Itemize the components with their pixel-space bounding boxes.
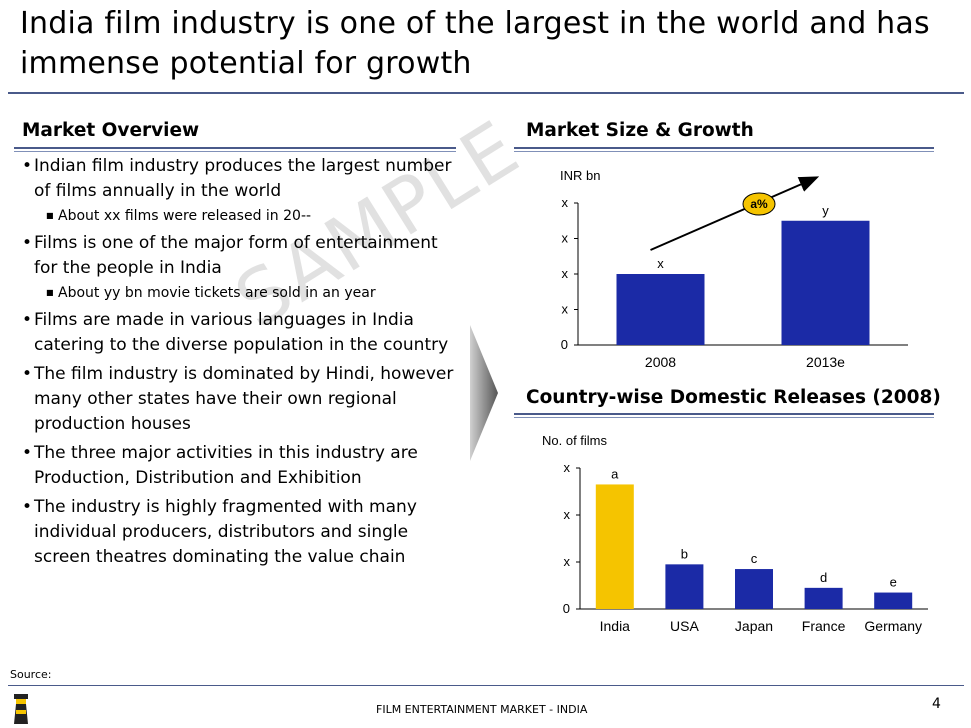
market-overview-rule bbox=[14, 147, 456, 149]
growth-badge bbox=[742, 192, 776, 216]
page-number: 4 bbox=[932, 696, 941, 712]
country-releases-heading: Country-wise Domestic Releases (2008) bbox=[526, 387, 941, 408]
market-size-y-tick-label: x bbox=[562, 302, 569, 317]
country-releases-rule-thin bbox=[514, 417, 934, 418]
country-releases-bar-france bbox=[804, 587, 843, 609]
growth-rate-label: a% bbox=[750, 197, 768, 211]
bullet-1: Indian film industry produces the larges… bbox=[22, 154, 462, 204]
country-releases-x-tick-label: France bbox=[802, 618, 846, 634]
country-releases-data-label: b bbox=[681, 546, 688, 561]
market-overview-rule-thin bbox=[14, 151, 456, 152]
market-size-y-tick-label: x bbox=[562, 266, 569, 281]
country-releases-data-label: e bbox=[890, 575, 897, 590]
country-releases-x-tick-label: India bbox=[600, 618, 631, 634]
market-size-data-label: x bbox=[657, 256, 664, 271]
lighthouse-logo-icon bbox=[14, 694, 28, 724]
footer-rule bbox=[8, 685, 964, 686]
country-releases-y-tick-label: x bbox=[564, 554, 571, 569]
market-size-x-tick-label: 2008 bbox=[645, 354, 676, 370]
market-size-y-tick-label: 0 bbox=[561, 337, 568, 352]
slide-title: India film industry is one of the larges… bbox=[20, 6, 930, 81]
country-releases-rule bbox=[514, 413, 934, 415]
market-size-bar-2008 bbox=[616, 274, 705, 345]
market-size-y-axis-label: INR bn bbox=[560, 168, 600, 183]
country-releases-y-tick-label: 0 bbox=[563, 601, 570, 616]
bullet-3: Films are made in various languages in I… bbox=[22, 308, 462, 358]
country-releases-y-tick-label: x bbox=[564, 507, 571, 522]
market-size-data-label: y bbox=[822, 203, 829, 218]
market-size-rule-thin bbox=[514, 151, 934, 152]
market-size-rule bbox=[514, 147, 934, 149]
market-size-chart: INR bn 0 x x x x x 2008 y 2013e a% bbox=[560, 168, 908, 370]
source-label: Source: bbox=[10, 668, 52, 681]
bullet-5: The three major activities in this indus… bbox=[22, 441, 462, 491]
country-releases-bar-india bbox=[595, 484, 634, 609]
footer-text: FILM ENTERTAINMENT MARKET - INDIA bbox=[376, 703, 588, 716]
country-releases-y-axis-label: No. of films bbox=[542, 433, 608, 448]
market-size-y-tick-label: x bbox=[562, 231, 569, 246]
chevron-right-icon bbox=[470, 325, 498, 461]
market-overview-heading: Market Overview bbox=[22, 120, 200, 141]
country-releases-bar-japan bbox=[735, 569, 773, 609]
country-releases-bar-germany bbox=[874, 592, 913, 609]
market-size-heading: Market Size & Growth bbox=[526, 120, 754, 141]
country-releases-x-tick-label: Germany bbox=[864, 618, 922, 634]
title-rule bbox=[8, 92, 964, 94]
market-overview-list: Indian film industry produces the larges… bbox=[22, 154, 462, 574]
growth-arrow bbox=[650, 176, 820, 251]
bullet-6: The industry is highly fragmented with m… bbox=[22, 495, 462, 570]
country-releases-x-tick-label: Japan bbox=[735, 618, 773, 634]
country-releases-bar-usa bbox=[665, 564, 704, 609]
country-releases-x-tick-label: USA bbox=[670, 618, 699, 634]
country-releases-chart: No. of films 0 x x x a India b USA c Japan d France e… bbox=[542, 433, 928, 634]
market-size-bar-2013e bbox=[781, 220, 870, 345]
country-releases-data-label: a bbox=[611, 466, 619, 481]
country-releases-y-tick-label: x bbox=[564, 460, 571, 475]
country-releases-data-label: c bbox=[751, 551, 758, 566]
sub-bullet-2: About yy bn movie tickets are sold in an… bbox=[22, 283, 462, 303]
market-size-y-tick-label: x bbox=[562, 195, 569, 210]
sub-bullet-1: About xx films were released in 20-- bbox=[22, 206, 462, 226]
bullet-2: Films is one of the major form of entert… bbox=[22, 231, 462, 281]
country-releases-data-label: d bbox=[820, 570, 827, 585]
market-size-x-tick-label: 2013e bbox=[806, 354, 845, 370]
bullet-4: The film industry is dominated by Hindi,… bbox=[22, 362, 462, 437]
